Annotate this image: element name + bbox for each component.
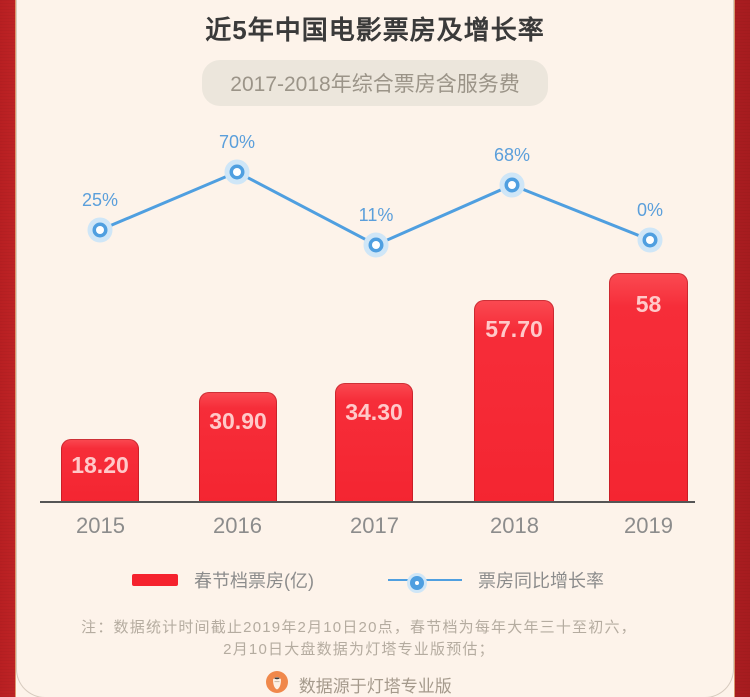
svg-text:11%: 11% xyxy=(359,205,394,225)
svg-text:25%: 25% xyxy=(82,190,118,210)
svg-text:70%: 70% xyxy=(219,132,255,152)
svg-text:68%: 68% xyxy=(494,145,530,165)
svg-text:0%: 0% xyxy=(637,200,663,220)
